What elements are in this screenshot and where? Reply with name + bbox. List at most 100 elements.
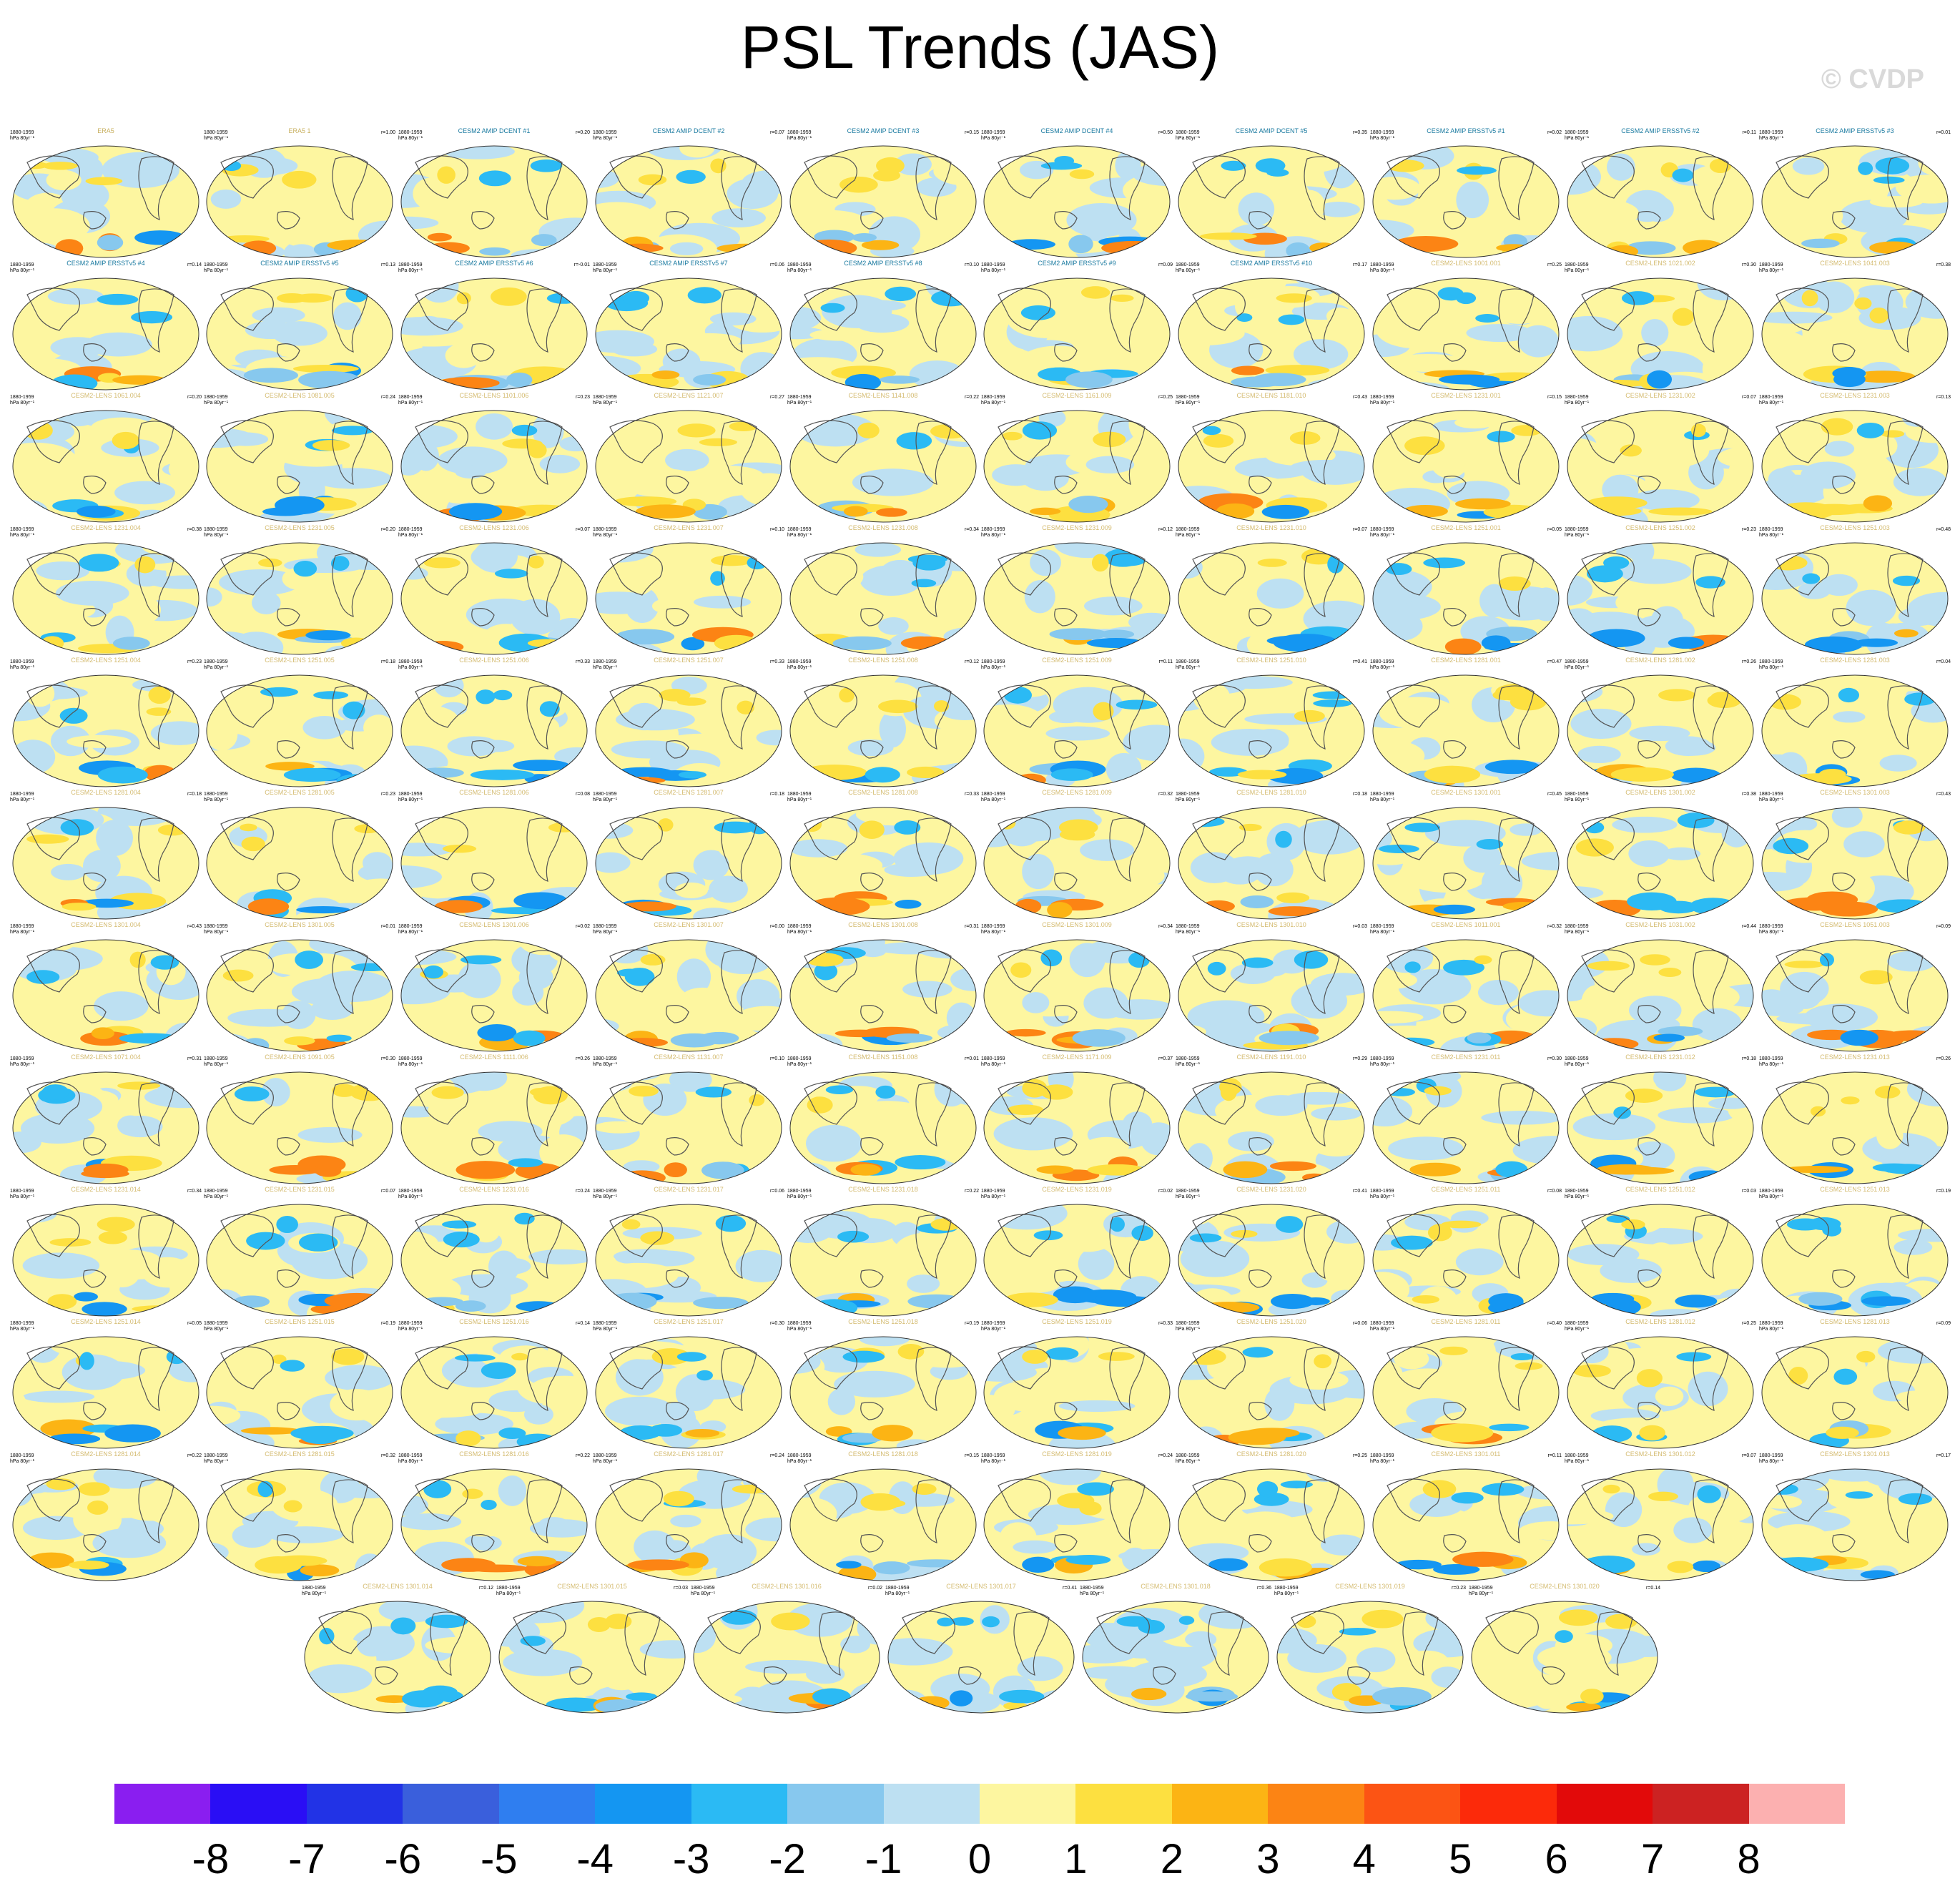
map-border bbox=[12, 939, 200, 1052]
panel-units: hPa 80yr⁻¹ bbox=[1370, 268, 1395, 273]
trend-contour bbox=[1242, 1347, 1274, 1358]
panel-title: CESM2-LENS 1231.009 bbox=[1042, 524, 1112, 531]
panel-title: CESM2-LENS 1051.003 bbox=[1820, 921, 1890, 928]
trend-contour bbox=[1762, 1097, 1825, 1116]
panel-correlation: r=0.02 bbox=[867, 1586, 882, 1591]
map-border bbox=[1178, 277, 1365, 391]
colorbar-tick-label: -8 bbox=[192, 1836, 230, 1882]
trend-contour bbox=[531, 234, 557, 247]
trend-contour bbox=[1058, 1426, 1106, 1440]
panel-correlation: r=0.06 bbox=[769, 1189, 784, 1194]
trend-contour bbox=[437, 377, 500, 389]
trend-contour bbox=[445, 343, 483, 368]
panel-period-years: 1880-1959 bbox=[1759, 792, 1783, 797]
coastline bbox=[1581, 684, 1729, 759]
panel-correlation: r=0.06 bbox=[1352, 1321, 1367, 1326]
trend-contour bbox=[1762, 1118, 1797, 1141]
map-border bbox=[1372, 1336, 1560, 1449]
trend-contour bbox=[615, 629, 675, 645]
trend-contour bbox=[787, 1603, 853, 1637]
panel-units: hPa 80yr⁻¹ bbox=[787, 797, 812, 802]
trend-contour bbox=[658, 818, 674, 832]
panel-title: CESM2-LENS 1251.006 bbox=[459, 657, 529, 664]
panel-title: CESM2 AMIP DCENT #5 bbox=[1235, 127, 1308, 134]
trend-contour bbox=[530, 1087, 553, 1096]
trend-contour bbox=[676, 1352, 706, 1362]
trend-contour bbox=[1404, 961, 1421, 973]
trend-contour bbox=[1688, 1371, 1728, 1407]
map-panel: CESM2-LENS 1281.012 1880-1959 hPa 80yr⁻¹ r=… bbox=[1563, 1318, 1758, 1452]
trend-contour bbox=[513, 411, 585, 419]
trend-contour bbox=[790, 210, 865, 230]
trend-contour bbox=[1863, 495, 1893, 512]
trend-contour bbox=[78, 1482, 110, 1496]
panel-title: CESM2-LENS 1281.017 bbox=[654, 1450, 724, 1458]
trend-contour bbox=[1315, 1252, 1364, 1286]
trend-contour bbox=[1798, 581, 1831, 599]
trend-contour bbox=[1201, 900, 1235, 913]
trend-contour bbox=[1022, 853, 1055, 890]
trend-contour bbox=[827, 1388, 856, 1415]
map-panel: CESM2-LENS 1281.014 1880-1959 hPa 80yr⁻¹ r=… bbox=[9, 1450, 203, 1584]
trend-contour bbox=[1185, 1543, 1249, 1563]
panel-units: hPa 80yr⁻¹ bbox=[1565, 1194, 1590, 1199]
panel-period: 1880-1959 hPa 80yr⁻¹ bbox=[10, 527, 34, 539]
trend-contour bbox=[232, 1523, 273, 1548]
trend-contour bbox=[809, 328, 875, 341]
coastline bbox=[220, 1346, 368, 1420]
panel-title: CESM2-LENS 1231.007 bbox=[654, 524, 724, 531]
panel-title: ERA5 bbox=[97, 127, 114, 134]
panel-correlation: r=0.03 bbox=[1741, 1189, 1756, 1194]
panel-period: 1880-1959 hPa 80yr⁻¹ bbox=[1759, 1189, 1783, 1200]
panel-period: 1880-1959 hPa 80yr⁻¹ bbox=[1176, 1189, 1200, 1200]
coastline bbox=[220, 420, 368, 494]
panel-correlation: r=0.22 bbox=[964, 395, 979, 400]
panel-units: hPa 80yr⁻¹ bbox=[398, 1459, 423, 1464]
trend-contour bbox=[425, 1614, 468, 1629]
trend-contour bbox=[614, 243, 664, 253]
map-border bbox=[1567, 277, 1754, 391]
map-plot bbox=[1178, 542, 1365, 655]
panel-period: 1880-1959 hPa 80yr⁻¹ bbox=[1565, 659, 1589, 671]
map-panel: CESM2-LENS 1231.010 1880-1959 hPa 80yr⁻¹ r=… bbox=[1174, 524, 1369, 658]
panel-units: hPa 80yr⁻¹ bbox=[204, 401, 229, 406]
panel-correlation: r=0.43 bbox=[1936, 792, 1951, 797]
map-border bbox=[206, 939, 393, 1052]
trend-contour bbox=[1462, 1010, 1497, 1026]
panel-units: hPa 80yr⁻¹ bbox=[1469, 1591, 1494, 1596]
trend-contour bbox=[443, 490, 476, 504]
coastline bbox=[1192, 288, 1340, 362]
coastline bbox=[415, 155, 563, 230]
map-border bbox=[400, 1468, 588, 1581]
map-border bbox=[1567, 939, 1754, 1052]
coastline bbox=[609, 288, 757, 362]
map-panel: CESM2 AMIP DCENT #5 1880-1959 hPa 80yr⁻¹ r=… bbox=[1174, 127, 1369, 261]
map-panel: CESM2-LENS 1251.019 1880-1959 hPa 80yr⁻¹ r=… bbox=[980, 1318, 1174, 1452]
panel-units: hPa 80yr⁻¹ bbox=[1176, 930, 1201, 935]
map-border bbox=[304, 1601, 491, 1714]
panel-correlation: r=0.26 bbox=[1936, 1056, 1951, 1061]
trend-contour bbox=[114, 481, 176, 505]
panel-correlation: r=0.14 bbox=[1645, 1586, 1660, 1591]
panel-title: CESM2-LENS 1301.001 bbox=[1431, 789, 1501, 796]
trend-contour bbox=[1289, 459, 1362, 476]
trend-contour bbox=[595, 1699, 646, 1713]
trend-contour bbox=[1488, 1293, 1524, 1310]
trend-contour bbox=[508, 1158, 543, 1168]
trend-contour bbox=[79, 554, 119, 572]
panel-title: CESM2-LENS 1301.016 bbox=[752, 1583, 822, 1590]
map-plot bbox=[400, 1204, 588, 1317]
map-border bbox=[983, 807, 1171, 920]
trend-contour bbox=[1287, 1644, 1347, 1673]
panel-units: hPa 80yr⁻¹ bbox=[1759, 797, 1784, 802]
panel-period: 1880-1959 hPa 80yr⁻¹ bbox=[981, 1321, 1005, 1332]
panel-period-years: 1880-1959 bbox=[1370, 659, 1394, 664]
trend-contour bbox=[737, 700, 754, 714]
trend-contour bbox=[1802, 573, 1821, 584]
trend-contour bbox=[790, 508, 815, 520]
trend-contour bbox=[324, 742, 391, 767]
panel-period-years: 1880-1959 bbox=[398, 1056, 423, 1061]
panel-period: 1880-1959 hPa 80yr⁻¹ bbox=[1565, 924, 1589, 935]
panel-period-years: 1880-1959 bbox=[10, 130, 34, 135]
trend-contour bbox=[850, 1164, 881, 1176]
